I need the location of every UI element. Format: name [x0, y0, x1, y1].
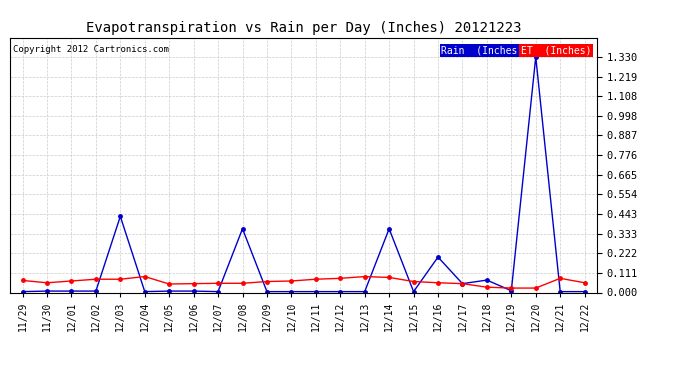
- Text: Copyright 2012 Cartronics.com: Copyright 2012 Cartronics.com: [13, 45, 169, 54]
- Text: Rain  (Inches): Rain (Inches): [442, 45, 524, 55]
- Text: ET  (Inches): ET (Inches): [521, 45, 591, 55]
- Title: Evapotranspiration vs Rain per Day (Inches) 20121223: Evapotranspiration vs Rain per Day (Inch…: [86, 21, 522, 35]
